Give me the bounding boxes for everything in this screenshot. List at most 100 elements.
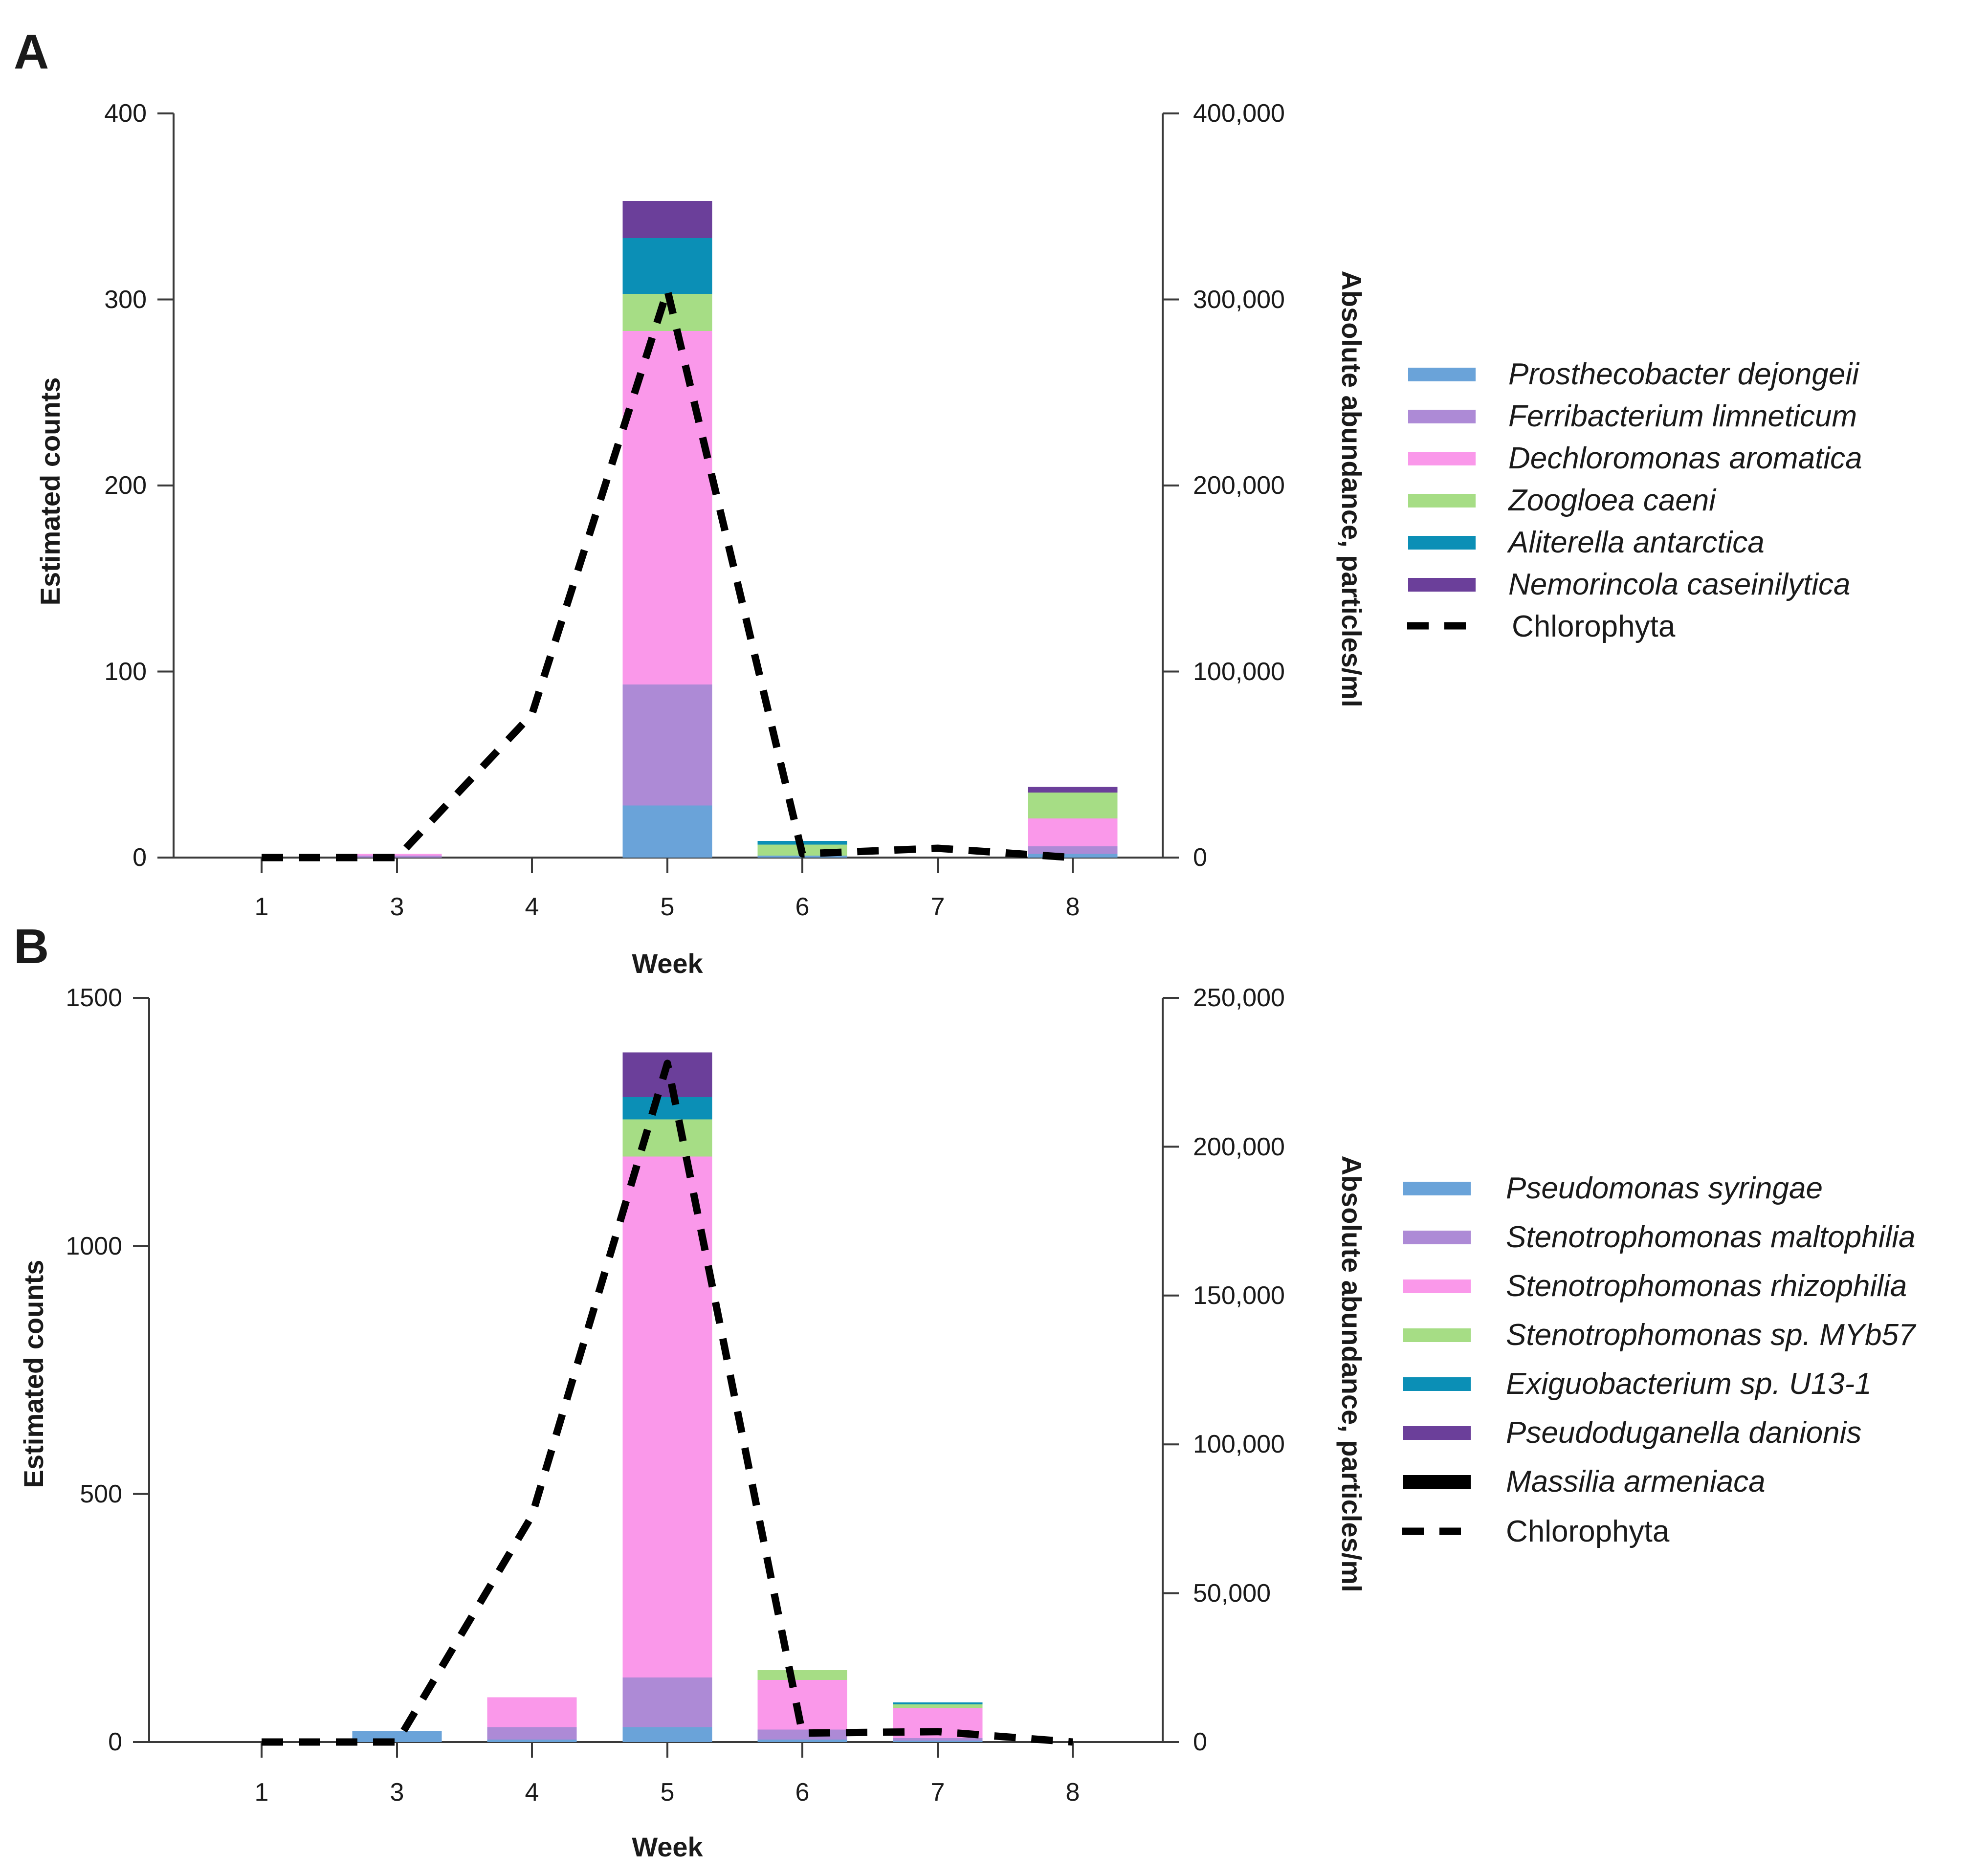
panel-b-chlorophyta-line bbox=[262, 1059, 1073, 1746]
panel-a-chlorophyta-series bbox=[262, 286, 1073, 861]
legend-item: Chlorophyta bbox=[1407, 610, 1676, 643]
panel-a-y-tick-label: 200 bbox=[104, 471, 147, 500]
panel-a-y2-title: Absolute abundance, particles/ml bbox=[1336, 270, 1367, 707]
panel-b-y2-tick-label: 250,000 bbox=[1193, 984, 1285, 1012]
legend-item: Exiguobacterium sp. U13-1 bbox=[1403, 1367, 1872, 1401]
panel-a-x-tick-label: 5 bbox=[661, 893, 675, 921]
legend-item: Prosthecobacter dejongeii bbox=[1408, 357, 1860, 391]
legend-item: Massilia armeniaca bbox=[1403, 1465, 1766, 1499]
panel-a-bar-week-5 bbox=[622, 684, 712, 806]
panel-a-y2-tick-label: 200,000 bbox=[1193, 471, 1285, 500]
panel-b-chlorophyta-series bbox=[262, 1059, 1073, 1746]
panel-a-x-tick-label: 4 bbox=[525, 893, 539, 921]
legend-item: Stenotrophomonas rhizophilia bbox=[1403, 1269, 1907, 1303]
panel-b-y2-title: Absolute abundance, particles/ml bbox=[1336, 1155, 1367, 1592]
panel-b-x-tick-label: 6 bbox=[795, 1778, 810, 1807]
panel-b-y2-tick-label: 200,000 bbox=[1193, 1133, 1285, 1161]
panel-b-y2-tick-label: 100,000 bbox=[1193, 1430, 1285, 1458]
panel-b-bar-week-5 bbox=[622, 1727, 712, 1742]
panel-a-x-tick-label: 3 bbox=[390, 893, 404, 921]
legend-item: Stenotrophomonas sp. MYb57 bbox=[1403, 1318, 1917, 1352]
panel-b-x-tick-label: 7 bbox=[931, 1778, 945, 1807]
panel-b-x-tick-label: 8 bbox=[1066, 1778, 1080, 1807]
legend-item: Pseudoduganella danionis bbox=[1403, 1416, 1861, 1450]
panel-b-bar-week-7 bbox=[893, 1704, 983, 1709]
panel-a-x-title: Week bbox=[632, 948, 703, 979]
panel-b-legend: Pseudomonas syringae Stenotrophomonas ma… bbox=[1402, 1171, 1917, 1548]
legend-item: Zoogloea caeni bbox=[1408, 484, 1717, 517]
panel-a-y2-tick-label: 300,000 bbox=[1193, 286, 1285, 314]
panel-b: B 0 500 1000 1500 0 50,000 100,000 150,0… bbox=[14, 919, 1917, 1862]
legend-item: Chlorophyta bbox=[1402, 1515, 1670, 1548]
panel-a-bar-week-3 bbox=[352, 856, 442, 858]
legend-label: Chlorophyta bbox=[1512, 610, 1676, 643]
panel-a-y-tick-label: 100 bbox=[104, 658, 147, 686]
panel-b-bar-week-6 bbox=[757, 1739, 847, 1742]
panel-b-y-tick-label: 1000 bbox=[66, 1232, 122, 1260]
panel-b-bar-week-3 bbox=[352, 1731, 442, 1742]
panel-b-x-tick-label: 1 bbox=[255, 1778, 269, 1807]
panel-b-y2-ticks: 0 50,000 100,000 150,000 200,000 250,000 bbox=[1163, 984, 1285, 1756]
panel-a-bar-week-8 bbox=[1028, 818, 1118, 847]
legend-swatch bbox=[1408, 578, 1476, 592]
legend-label: Zoogloea caeni bbox=[1507, 484, 1717, 517]
panel-b-y2-tick-label: 0 bbox=[1193, 1728, 1207, 1756]
panel-a-bar-week-5 bbox=[622, 805, 712, 858]
panel-b-bar-week-5 bbox=[622, 1097, 712, 1120]
panel-b-bar-week-7 bbox=[893, 1738, 983, 1741]
panel-b-x-tick-label: 4 bbox=[525, 1778, 539, 1807]
legend-item: Pseudomonas syringae bbox=[1403, 1171, 1823, 1205]
panel-b-x-ticks: 1 3 4 5 6 7 8 bbox=[255, 1742, 1080, 1807]
panel-a-legend: Prosthecobacter dejongeii Ferribacterium… bbox=[1407, 357, 1862, 643]
legend-item: Nemorincola caseinilytica bbox=[1408, 568, 1851, 601]
panel-a-x-tick-label: 7 bbox=[931, 893, 945, 921]
panel-b-y-ticks: 0 500 1000 1500 bbox=[66, 984, 149, 1756]
panel-b-x-tick-label: 3 bbox=[390, 1778, 404, 1807]
panel-b-bar-week-5 bbox=[622, 1119, 712, 1157]
panel-a-y2-tick-label: 0 bbox=[1193, 843, 1207, 872]
panel-b-y-tick-label: 1500 bbox=[66, 984, 122, 1012]
panel-b-bar-week-7 bbox=[893, 1702, 983, 1704]
panel-a-y2-ticks: 0 100,000 200,000 300,000 400,000 bbox=[1163, 99, 1285, 872]
legend-label: Stenotrophomonas maltophilia bbox=[1506, 1220, 1916, 1254]
panel-a-x-tick-label: 6 bbox=[795, 893, 810, 921]
legend-swatch bbox=[1403, 1231, 1471, 1244]
panel-a-chlorophyta-line bbox=[262, 286, 1073, 861]
panel-b-y-tick-label: 500 bbox=[80, 1480, 122, 1508]
panel-a-bar-week-5 bbox=[622, 238, 712, 294]
legend-label: Prosthecobacter dejongeii bbox=[1508, 357, 1860, 391]
legend-swatch bbox=[1403, 1182, 1471, 1195]
panel-b-x-tick-label: 5 bbox=[661, 1778, 675, 1807]
legend-swatch bbox=[1403, 1377, 1471, 1391]
panel-b-bars bbox=[352, 1052, 983, 1742]
panel-a-y-tick-label: 400 bbox=[104, 99, 147, 128]
legend-label: Exiguobacterium sp. U13-1 bbox=[1506, 1367, 1872, 1401]
legend-swatch bbox=[1408, 410, 1476, 423]
panel-b-bar-week-5 bbox=[622, 1156, 712, 1678]
legend-label: Pseudomonas syringae bbox=[1506, 1171, 1823, 1205]
panel-a-y-ticks: 0 100 200 300 400 bbox=[104, 99, 174, 872]
legend-label: Stenotrophomonas rhizophilia bbox=[1506, 1269, 1907, 1303]
panel-a-y2-tick-label: 400,000 bbox=[1193, 99, 1285, 128]
legend-label: Stenotrophomonas sp. MYb57 bbox=[1506, 1318, 1917, 1352]
panel-a-label: A bbox=[14, 24, 49, 79]
panel-b-bar-week-6 bbox=[757, 1670, 847, 1680]
panel-a-x-tick-label: 1 bbox=[255, 893, 269, 921]
legend-label: Pseudoduganella danionis bbox=[1506, 1416, 1861, 1450]
panel-b-y2-tick-label: 150,000 bbox=[1193, 1281, 1285, 1310]
panel-a-y-tick-label: 300 bbox=[104, 286, 147, 314]
panel-b-bar-week-7 bbox=[893, 1740, 983, 1742]
legend-item: Dechloromonas aromatica bbox=[1408, 441, 1862, 475]
panel-a-bar-week-8 bbox=[1028, 792, 1118, 819]
legend-swatch bbox=[1403, 1475, 1471, 1489]
panel-a-bar-week-8 bbox=[1028, 787, 1118, 793]
legend-item: Ferribacterium limneticum bbox=[1408, 399, 1857, 433]
legend-swatch bbox=[1403, 1328, 1471, 1342]
legend-item: Stenotrophomonas maltophilia bbox=[1403, 1220, 1916, 1254]
panel-a: A 0 100 200 300 400 0 100,000 200,000 30… bbox=[14, 24, 1862, 979]
panel-a-bars bbox=[352, 200, 1118, 858]
panel-b-bar-week-6 bbox=[757, 1729, 847, 1740]
panel-a-y2-tick-label: 100,000 bbox=[1193, 658, 1285, 686]
legend-label: Aliterella antarctica bbox=[1506, 526, 1765, 559]
